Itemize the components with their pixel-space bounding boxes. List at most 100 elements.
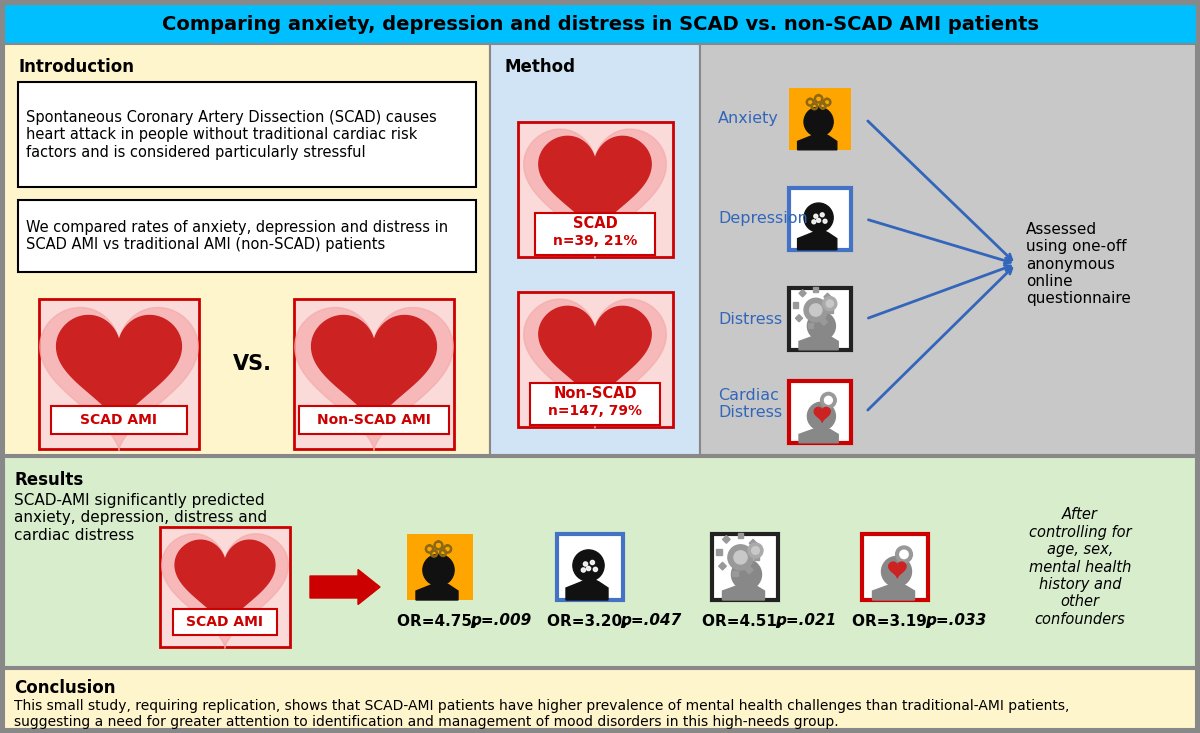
Text: n=147, 79%: n=147, 79% (548, 404, 642, 418)
Polygon shape (175, 540, 275, 630)
Circle shape (593, 567, 598, 572)
Bar (294, 299, 454, 449)
Circle shape (590, 561, 594, 564)
Bar (18, 82, 476, 187)
Bar (793, 303, 798, 308)
Text: Assessed
using one-off
anonymous
online
questionnaire: Assessed using one-off anonymous online … (1026, 221, 1130, 306)
Text: Spontaneous Coronary Artery Dissection (SCAD) causes
heart attack in people with: Spontaneous Coronary Artery Dissection (… (26, 110, 437, 160)
Circle shape (804, 203, 833, 232)
Bar (4, 44, 490, 455)
Polygon shape (814, 408, 830, 422)
Polygon shape (872, 584, 914, 600)
Circle shape (438, 541, 439, 542)
Circle shape (827, 98, 828, 100)
Bar (722, 536, 730, 543)
Bar (824, 293, 832, 301)
Text: Conclusion: Conclusion (14, 679, 115, 697)
Text: SCAD AMI: SCAD AMI (80, 413, 157, 427)
Text: p=.033: p=.033 (925, 614, 986, 628)
Circle shape (812, 220, 816, 224)
Bar (809, 323, 814, 328)
Bar (719, 562, 726, 570)
Bar (4, 457, 1196, 667)
Text: p=.021: p=.021 (775, 614, 836, 628)
Polygon shape (566, 581, 608, 600)
Text: After
controlling for
age, sex,
mental health
history and
other
confounders: After controlling for age, sex, mental h… (1028, 507, 1132, 627)
Bar (557, 534, 623, 600)
Bar (535, 213, 655, 255)
Circle shape (751, 547, 760, 554)
Bar (862, 534, 928, 600)
Bar (749, 539, 757, 547)
Circle shape (818, 95, 820, 96)
Bar (828, 308, 834, 312)
Circle shape (895, 546, 912, 563)
Bar (790, 381, 851, 443)
Bar (517, 122, 672, 257)
Bar (738, 533, 743, 539)
Text: Results: Results (14, 471, 83, 489)
Bar (790, 288, 851, 350)
Circle shape (808, 312, 835, 340)
Text: OR=4.75,: OR=4.75, (397, 614, 482, 628)
Circle shape (583, 562, 588, 566)
Circle shape (824, 397, 833, 404)
Circle shape (572, 550, 604, 581)
Polygon shape (889, 562, 906, 578)
Circle shape (422, 554, 454, 586)
Bar (173, 609, 277, 635)
Circle shape (821, 213, 824, 217)
Text: Distress: Distress (718, 312, 782, 326)
Text: OR=3.20,: OR=3.20, (547, 614, 634, 628)
Circle shape (428, 545, 431, 546)
Text: SCAD-AMI significantly predicted
anxiety, depression, distress and
cardiac distr: SCAD-AMI significantly predicted anxiety… (14, 493, 268, 543)
Circle shape (814, 214, 817, 218)
Bar (796, 314, 803, 322)
Text: SCAD: SCAD (572, 216, 617, 232)
Polygon shape (799, 335, 839, 350)
Polygon shape (799, 428, 839, 443)
Text: Depression: Depression (718, 212, 808, 226)
Circle shape (734, 550, 748, 564)
Bar (754, 555, 760, 560)
Circle shape (900, 550, 908, 559)
Circle shape (732, 559, 762, 589)
Bar (490, 44, 700, 455)
Text: p=.009: p=.009 (470, 614, 532, 628)
Polygon shape (312, 315, 437, 428)
Text: Anxiety: Anxiety (718, 111, 779, 127)
Bar (790, 88, 851, 150)
Bar (50, 406, 187, 434)
Bar (745, 566, 754, 574)
Bar (814, 287, 818, 292)
Bar (732, 571, 738, 576)
Bar (407, 534, 473, 600)
Circle shape (728, 545, 754, 570)
Text: n=39, 21%: n=39, 21% (553, 234, 637, 248)
Text: Non-SCAD AMI: Non-SCAD AMI (317, 413, 431, 427)
Text: Method: Method (504, 58, 575, 76)
Circle shape (817, 218, 821, 222)
Circle shape (446, 545, 449, 546)
Polygon shape (798, 134, 836, 150)
Polygon shape (722, 584, 764, 600)
Bar (4, 4, 1196, 44)
Text: OR=3.19,: OR=3.19, (852, 614, 938, 628)
Circle shape (748, 543, 763, 558)
Text: This small study, requiring replication, shows that SCAD-AMI patients have highe: This small study, requiring replication,… (14, 699, 1069, 729)
Circle shape (821, 392, 836, 408)
Polygon shape (40, 307, 198, 451)
Bar (18, 200, 476, 272)
Circle shape (810, 304, 822, 316)
Bar (299, 406, 449, 434)
Circle shape (581, 568, 586, 572)
FancyArrow shape (310, 570, 380, 605)
Polygon shape (523, 129, 666, 258)
Text: We compared rates of anxiety, depression and distress in
SCAD AMI vs traditional: We compared rates of anxiety, depression… (26, 220, 448, 252)
Circle shape (433, 550, 434, 551)
Circle shape (443, 549, 444, 550)
Polygon shape (798, 232, 836, 250)
Bar (790, 188, 851, 250)
Bar (517, 292, 672, 427)
Bar (530, 383, 660, 425)
